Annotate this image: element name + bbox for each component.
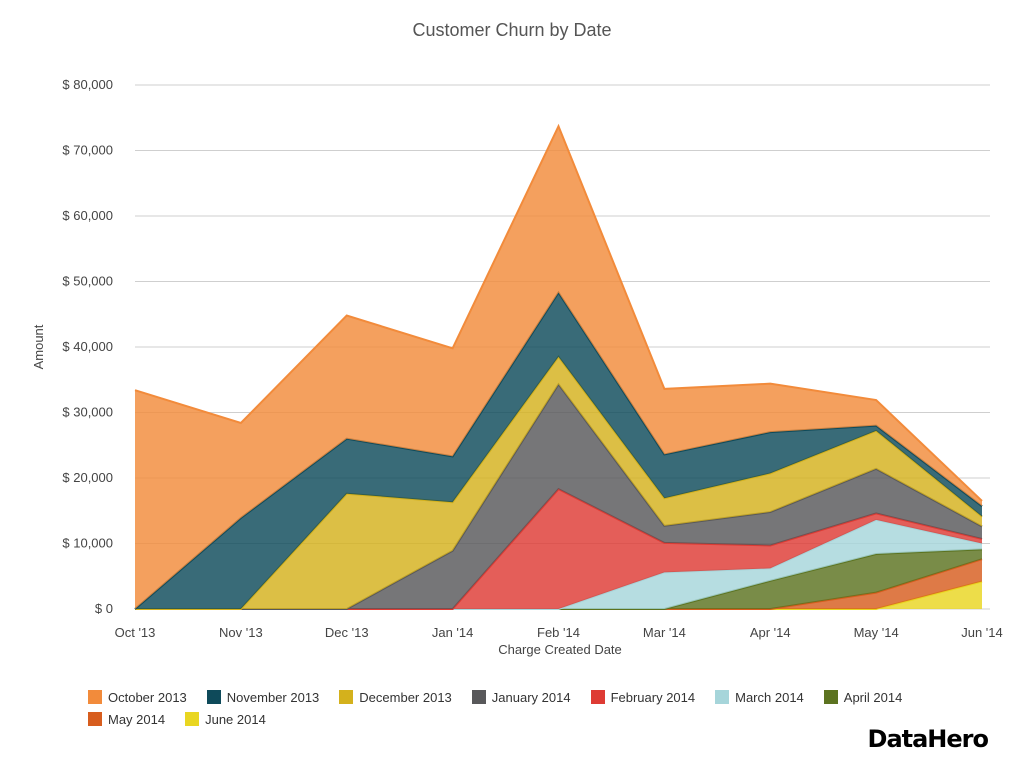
legend-swatch <box>339 690 354 704</box>
area-series <box>135 549 982 609</box>
series-areas <box>134 123 983 610</box>
x-tick-label: Apr '14 <box>750 625 791 640</box>
x-tick-label: Jun '14 <box>961 625 1003 640</box>
legend-item[interactable]: February 2014 <box>590 686 696 708</box>
legend-item[interactable]: April 2014 <box>823 686 903 708</box>
area-series <box>135 356 982 609</box>
x-tick-label: Oct '13 <box>115 625 156 640</box>
legend: October 2013 November 2013 December 2013 Ja… <box>88 686 968 730</box>
x-axis-ticks: Oct '13 Nov '13 Dec '13 Jan '14 Feb '14 Mar '… <box>115 625 1003 640</box>
area-series <box>135 489 982 609</box>
x-tick-label: May '14 <box>854 625 899 640</box>
legend-item[interactable]: January 2014 <box>471 686 571 708</box>
legend-label: May 2014 <box>108 711 166 727</box>
legend-swatch <box>471 690 486 704</box>
y-tick-label: $ 70,000 <box>62 143 113 158</box>
y-tick-label: $ 80,000 <box>62 77 113 92</box>
legend-label: November 2013 <box>226 689 320 705</box>
y-tick-label: $ 20,000 <box>62 470 113 485</box>
series-line <box>134 123 983 502</box>
x-tick-label: Mar '14 <box>643 625 686 640</box>
area-series <box>135 581 982 609</box>
legend-swatch <box>185 712 200 726</box>
legend-item[interactable]: May 2014 <box>88 708 165 730</box>
x-tick-label: Jan '14 <box>432 625 474 640</box>
legend-swatch <box>88 690 102 704</box>
y-tick-label: $ 60,000 <box>62 208 113 223</box>
y-tick-label: $ 0 <box>95 601 113 616</box>
y-axis-ticks: $ 0 $ 10,000 $ 20,000 $ 30,000 $ 40,000 $ 50,… <box>62 77 113 616</box>
legend-label: April 2014 <box>843 689 903 705</box>
area-series <box>135 126 982 609</box>
legend-swatch <box>823 690 838 704</box>
legend-label: June 2014 <box>205 711 266 727</box>
legend-label: March 2014 <box>735 689 804 705</box>
legend-item[interactable]: March 2014 <box>715 686 804 708</box>
x-tick-label: Dec '13 <box>325 625 369 640</box>
y-tick-label: $ 50,000 <box>62 274 113 289</box>
y-axis-title: Amount <box>31 324 46 369</box>
chart-title: Customer Churn by Date <box>412 20 611 40</box>
legend-label: February 2014 <box>610 689 696 705</box>
chart: Customer Churn by Date $ 0 $ 10,000 $ 20,0… <box>31 20 1003 657</box>
x-axis-title: Charge Created Date <box>498 642 622 657</box>
area-series <box>135 292 982 609</box>
legend-swatch <box>206 690 221 704</box>
legend-label: December 2013 <box>359 689 452 705</box>
x-tick-label: Nov '13 <box>219 625 263 640</box>
datahero-logo: DataHero <box>867 725 989 753</box>
y-tick-label: $ 10,000 <box>62 536 113 551</box>
legend-swatch <box>715 690 730 704</box>
legend-item[interactable]: October 2013 <box>88 686 187 708</box>
legend-swatch <box>590 690 605 704</box>
x-tick-label: Feb '14 <box>537 625 580 640</box>
legend-label: January 2014 <box>491 689 571 705</box>
legend-item[interactable]: November 2013 <box>206 686 320 708</box>
legend-label: October 2013 <box>108 689 187 705</box>
legend-item[interactable]: December 2013 <box>339 686 452 708</box>
y-tick-label: $ 40,000 <box>62 339 113 354</box>
legend-swatch <box>88 712 102 726</box>
y-tick-label: $ 30,000 <box>62 405 113 420</box>
legend-item[interactable]: June 2014 <box>185 708 266 730</box>
area-series <box>135 519 982 609</box>
area-series <box>135 384 982 609</box>
